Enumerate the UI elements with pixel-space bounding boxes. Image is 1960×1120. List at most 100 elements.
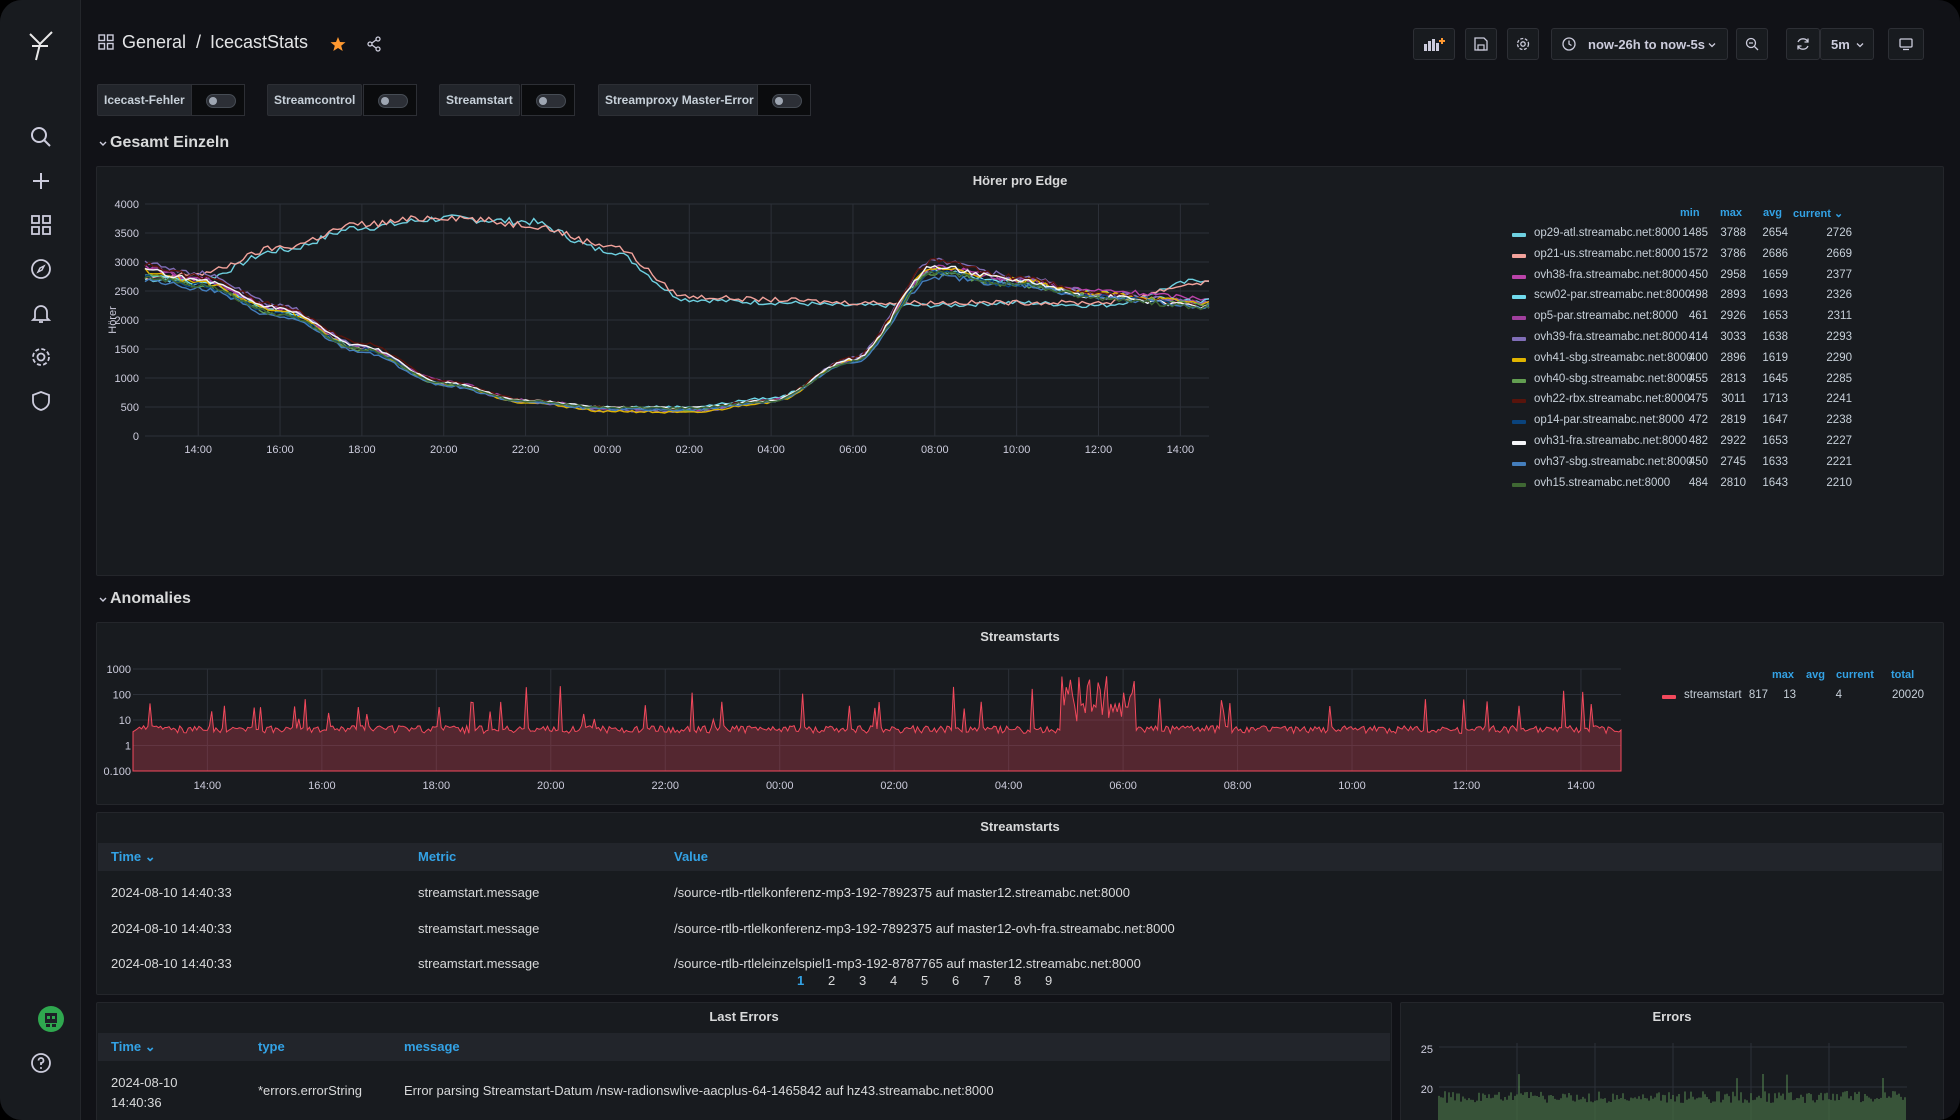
page-link-1[interactable]: 1: [797, 973, 805, 988]
legend-avg: 1633: [1762, 455, 1788, 468]
panel-title[interactable]: Streamstarts: [980, 819, 1060, 834]
column-header-value[interactable]: Value: [674, 849, 708, 864]
page-link-3[interactable]: 3: [859, 973, 867, 988]
refresh-button[interactable]: [1786, 28, 1820, 60]
legend-item[interactable]: scw02-par.streamabc.net:8000 498 2893 16…: [1512, 287, 1932, 307]
series-line-ovh15[interactable]: [144, 269, 1210, 410]
legend-item[interactable]: op29-atl.streamabc.net:8000 1485 3788 26…: [1512, 225, 1932, 245]
plus-icon[interactable]: [30, 170, 52, 192]
series-line-ovh41-sbg[interactable]: [144, 266, 1210, 414]
page-link-5[interactable]: 5: [921, 973, 929, 988]
table-row[interactable]: 2024-08-10 14:40:36 *errors.errorString …: [98, 1069, 1390, 1119]
column-header-time[interactable]: Time ⌄: [111, 1039, 156, 1054]
streamstarts-chart[interactable]: 1000 100 10 1 0.100 14:00 16:00 18:00 20:00 22:00…: [97, 623, 1637, 804]
legend-item[interactable]: op21-us.streamabc.net:8000 1572 3786 268…: [1512, 246, 1932, 266]
share-icon[interactable]: [366, 36, 382, 52]
series-line-op21-us[interactable]: [144, 215, 1209, 306]
legend-name: scw02-par.streamabc.net:8000: [1534, 289, 1692, 302]
panel-title[interactable]: Hörer pro Edge: [972, 173, 1068, 188]
series-line-ovh39-fra[interactable]: [144, 257, 1210, 414]
legend-item[interactable]: ovh31-fra.streamabc.net:8000 482 2922 16…: [1512, 433, 1932, 453]
page-link-6[interactable]: 6: [952, 973, 960, 988]
legend-item[interactable]: ovh41-sbg.streamabc.net:8000 400 2896 16…: [1512, 350, 1932, 370]
variable-switch-streamproxy-master-error[interactable]: [757, 84, 811, 116]
add-panel-button[interactable]: [1413, 28, 1455, 60]
legend-header-avg[interactable]: avg: [1806, 669, 1825, 681]
legend-item[interactable]: ovh40-sbg.streamabc.net:8000 455 2813 16…: [1512, 371, 1932, 391]
dashboard-settings-button[interactable]: [1507, 28, 1539, 60]
breadcrumb-folder[interactable]: General: [122, 32, 187, 52]
user-avatar-icon[interactable]: [37, 1005, 65, 1033]
legend-min: 461: [1688, 310, 1708, 323]
series-line-ovh37-sbg[interactable]: [144, 273, 1210, 412]
page-link-4[interactable]: 4: [890, 973, 898, 988]
legend-item[interactable]: ovh38-fra.streamabc.net:8000 450 2958 16…: [1512, 267, 1932, 287]
legend-item[interactable]: ovh37-sbg.streamabc.net:8000 450 2745 16…: [1512, 454, 1932, 474]
alerting-bell-icon[interactable]: [30, 302, 52, 324]
tv-mode-button[interactable]: [1888, 28, 1924, 60]
page-link-7[interactable]: 7: [983, 973, 991, 988]
time-range-picker[interactable]: now-26h to now-5s: [1551, 28, 1728, 60]
search-icon[interactable]: [30, 126, 52, 148]
legend-min: 450: [1688, 455, 1708, 468]
errors-chart[interactable]: 25 20: [1401, 1003, 1943, 1120]
page-link-2[interactable]: 2: [828, 973, 836, 988]
legend-header-max[interactable]: max: [1772, 669, 1795, 681]
cell-value: /source-rtlb-rtlelkonferenz-mp3-192-7892…: [674, 885, 1130, 900]
dashboards-icon[interactable]: [30, 214, 52, 236]
star-icon[interactable]: [330, 36, 346, 52]
legend-header-min[interactable]: min: [1680, 207, 1700, 219]
y-tick-label: 3000: [115, 257, 139, 269]
refresh-interval-picker[interactable]: 5m: [1820, 28, 1874, 60]
legend-item[interactable]: op14-par.streamabc.net:8000 472 2819 164…: [1512, 412, 1932, 432]
column-header-message[interactable]: message: [404, 1039, 460, 1054]
column-header-time[interactable]: Time ⌄: [111, 849, 156, 864]
table-row[interactable]: 2024-08-10 14:40:33 streamstart.message …: [98, 952, 1942, 978]
x-tick-label: 22:00: [651, 780, 679, 792]
shield-icon[interactable]: [30, 390, 52, 412]
series-line-op29-atl[interactable]: [144, 214, 1210, 309]
save-dashboard-button[interactable]: [1465, 28, 1497, 60]
panel-title[interactable]: Errors: [1652, 1009, 1692, 1024]
column-header-type[interactable]: type: [258, 1039, 285, 1054]
legend-name: op5-par.streamabc.net:8000: [1534, 310, 1678, 323]
row-gesamt-einzeln[interactable]: Gesamt Einzeln: [98, 134, 398, 154]
legend-min: 1572: [1682, 247, 1708, 260]
page-link-9[interactable]: 9: [1045, 973, 1053, 988]
legend-header-max[interactable]: max: [1720, 207, 1743, 219]
legend-header-current[interactable]: current: [1836, 669, 1874, 681]
series-line-op14-par[interactable]: [144, 269, 1210, 411]
y-axis-label: Hörer: [107, 306, 119, 334]
add-panel-icon: [1424, 38, 1445, 51]
series-area-streamstart[interactable]: [132, 676, 1622, 772]
row-anomalies[interactable]: Anomalies: [98, 590, 398, 610]
legend-header-current[interactable]: current ⌄: [1793, 208, 1844, 220]
grafana-logo-icon[interactable]: [26, 28, 56, 62]
column-header-metric[interactable]: Metric: [418, 849, 457, 864]
table-row[interactable]: 2024-08-10 14:40:33 streamstart.message …: [98, 881, 1942, 907]
series-line-ovh40-sbg[interactable]: [144, 270, 1210, 412]
help-icon[interactable]: [30, 1052, 52, 1074]
legend-item[interactable]: ovh15.streamabc.net:8000 484 2810 1643 2…: [1512, 475, 1932, 495]
legend-total: 20020: [1892, 689, 1924, 701]
page-link-8[interactable]: 8: [1014, 973, 1022, 988]
table-row[interactable]: 2024-08-10 14:40:33 streamstart.message …: [98, 917, 1942, 943]
legend-header-total[interactable]: total: [1891, 669, 1915, 681]
hoerer-chart[interactable]: 0 500 1000 1500 2000 2500 3000 3500 4000 14:00 16:…: [97, 167, 1477, 575]
panel-title[interactable]: Last Errors: [709, 1009, 779, 1024]
legend-header-avg[interactable]: avg: [1763, 207, 1782, 219]
legend-item[interactable]: ovh39-fra.streamabc.net:8000 414 3033 16…: [1512, 329, 1932, 349]
variable-switch-streamstart[interactable]: [521, 84, 575, 116]
panel-title[interactable]: Streamstarts: [980, 629, 1060, 644]
gear-icon[interactable]: [30, 346, 52, 368]
breadcrumb-separator: /: [196, 32, 202, 52]
variable-switch-icecast-fehler[interactable]: [191, 84, 245, 116]
variable-switch-streamcontrol[interactable]: [363, 84, 417, 116]
legend-item[interactable]: ovh22-rbx.streamabc.net:8000 475 3011 17…: [1512, 391, 1932, 411]
legend-item-streamstart[interactable]: streamstart 817 13 4 20020: [1662, 687, 1937, 707]
zoom-out-button[interactable]: [1736, 28, 1768, 60]
legend-item[interactable]: op5-par.streamabc.net:8000 461 2926 1653…: [1512, 308, 1932, 328]
explore-compass-icon[interactable]: [30, 258, 52, 280]
page-title[interactable]: IcecastStats: [210, 32, 309, 52]
series-line-ovh22-rbx[interactable]: [144, 257, 1210, 410]
